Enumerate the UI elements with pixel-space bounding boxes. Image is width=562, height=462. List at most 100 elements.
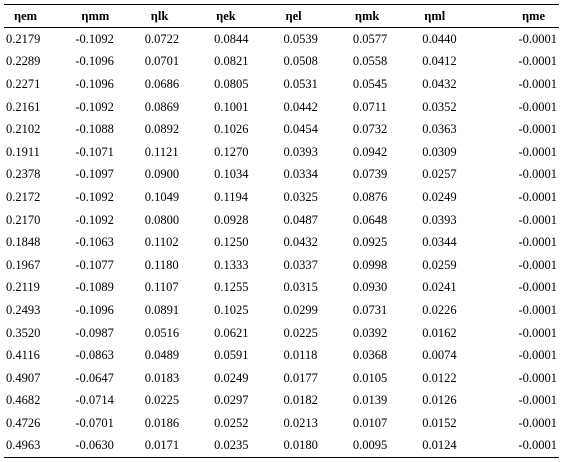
cell-eta-em: 0.4907 xyxy=(6,370,41,385)
cell-eta-lk: 0.1121 xyxy=(144,144,179,159)
cell-eta-me: -0.0001 xyxy=(518,99,557,114)
cell-eta-ml: 0.0259 xyxy=(422,257,457,272)
table-row: 0.2172 -0.1092 0.1049 0.1194 0.0325 0.0876 0.0… xyxy=(4,186,559,209)
cell-eta-mk: 0.0577 xyxy=(352,31,388,46)
cell-eta-mm: -0.0714 xyxy=(75,393,114,408)
cell-eta-ek: 0.1255 xyxy=(214,280,249,295)
cell-eta-em: 0.2271 xyxy=(6,76,41,91)
cell-eta-ml: 0.0152 xyxy=(422,415,457,430)
table-row: 0.4963 -0.0630 0.0171 0.0235 0.0180 0.0095 0.0… xyxy=(4,435,559,458)
cell-eta-el: 0.0180 xyxy=(283,438,318,453)
cell-eta-ml: 0.0241 xyxy=(422,280,457,295)
table-row: 0.2378 -0.1097 0.0900 0.1034 0.0334 0.0739 0.0… xyxy=(4,164,559,187)
cell-eta-el: 0.0508 xyxy=(283,54,318,69)
cell-eta-em: 0.2179 xyxy=(6,31,41,46)
cell-eta-lk: 0.1180 xyxy=(144,257,179,272)
cell-eta-lk: 0.0183 xyxy=(144,370,180,385)
cell-eta-el: 0.0315 xyxy=(283,280,318,295)
cell-eta-el: 0.0337 xyxy=(283,257,318,272)
cell-eta-el: 0.0325 xyxy=(283,189,318,204)
cell-eta-ek: 0.1250 xyxy=(214,235,249,250)
cell-eta-mm: -0.1071 xyxy=(75,144,114,159)
cell-eta-mk: 0.0925 xyxy=(352,235,388,250)
cell-eta-ek: 0.1194 xyxy=(214,189,249,204)
table-row: 0.2289 -0.1096 0.0701 0.0821 0.0508 0.0558 0.0… xyxy=(4,51,559,74)
cell-eta-lk: 0.1049 xyxy=(144,189,180,204)
table-row: 0.2102 -0.1088 0.0892 0.1026 0.0454 0.0732 0.0… xyxy=(4,118,559,141)
cell-eta-ml: 0.0074 xyxy=(422,348,457,363)
table-row: 0.2170 -0.1092 0.0800 0.0928 0.0487 0.0648 0.0… xyxy=(4,209,559,232)
cell-eta-ek: 0.1270 xyxy=(214,144,249,159)
cell-eta-el: 0.0213 xyxy=(283,415,318,430)
cell-eta-em: 0.2289 xyxy=(6,54,41,69)
cell-eta-lk: 0.0686 xyxy=(144,76,180,91)
cell-eta-ml: 0.0412 xyxy=(422,54,457,69)
cell-eta-lk: 0.0701 xyxy=(144,54,180,69)
cell-eta-el: 0.0454 xyxy=(283,122,318,137)
cell-eta-mm: -0.1092 xyxy=(75,212,114,227)
cell-eta-me: -0.0001 xyxy=(518,212,557,227)
cell-eta-mm: -0.1092 xyxy=(75,31,114,46)
table-row: 0.1967 -0.1077 0.1180 0.1333 0.0337 0.0998 0.0… xyxy=(4,254,559,277)
cell-eta-ek: 0.1333 xyxy=(214,257,249,272)
cell-eta-ek: 0.1034 xyxy=(214,167,249,182)
cell-eta-mk: 0.0930 xyxy=(352,280,388,295)
cell-eta-mk: 0.0545 xyxy=(352,76,388,91)
cell-eta-ek: 0.0805 xyxy=(214,76,249,91)
cell-eta-lk: 0.0171 xyxy=(144,438,180,453)
cell-eta-me: -0.0001 xyxy=(518,167,557,182)
cell-eta-me: -0.0001 xyxy=(518,302,557,317)
cell-eta-ml: 0.0122 xyxy=(422,370,457,385)
cell-eta-ml: 0.0440 xyxy=(422,31,457,46)
cell-eta-me: -0.0001 xyxy=(518,122,557,137)
cell-eta-em: 0.3520 xyxy=(6,325,41,340)
cell-eta-el: 0.0118 xyxy=(283,348,318,363)
cell-eta-em: 0.2119 xyxy=(6,280,40,295)
column-header-eta-mm: ηmm xyxy=(81,8,110,23)
table-row: 0.2119 -0.1089 0.1107 0.1255 0.0315 0.0930 0.0… xyxy=(4,277,559,300)
table-row: 0.4116 -0.0863 0.0489 0.0591 0.0118 0.0368 0.0… xyxy=(4,344,559,367)
cell-eta-mm: -0.0863 xyxy=(75,348,114,363)
column-header-eta-ek: ηek xyxy=(216,8,236,23)
cell-eta-mm: -0.1096 xyxy=(75,302,114,317)
cell-eta-mm: -0.1088 xyxy=(75,122,114,137)
table-row: 0.1911 -0.1071 0.1121 0.1270 0.0393 0.0942 0.0… xyxy=(4,141,559,164)
cell-eta-mm: -0.0647 xyxy=(75,370,114,385)
cell-eta-me: -0.0001 xyxy=(518,54,557,69)
cell-eta-el: 0.0487 xyxy=(283,212,318,227)
cell-eta-el: 0.0442 xyxy=(283,99,318,114)
cell-eta-ml: 0.0126 xyxy=(422,393,457,408)
column-header-eta-el: ηel xyxy=(285,8,302,23)
cell-eta-me: -0.0001 xyxy=(518,415,557,430)
cell-eta-mm: -0.1077 xyxy=(75,257,114,272)
cell-eta-mm: -0.0701 xyxy=(75,415,114,430)
cell-eta-mm: -0.1096 xyxy=(75,54,114,69)
cell-eta-lk: 0.0800 xyxy=(144,212,180,227)
cell-eta-me: -0.0001 xyxy=(518,144,557,159)
cell-eta-me: -0.0001 xyxy=(518,257,557,272)
cell-eta-mk: 0.0648 xyxy=(352,212,388,227)
cell-eta-el: 0.0539 xyxy=(283,31,318,46)
cell-eta-mk: 0.0558 xyxy=(352,54,388,69)
table-row: 0.1848 -0.1063 0.1102 0.1250 0.0432 0.0925 0.0… xyxy=(4,231,559,254)
cell-eta-ml: 0.0162 xyxy=(422,325,457,340)
cell-eta-me: -0.0001 xyxy=(518,31,557,46)
cell-eta-el: 0.0531 xyxy=(283,76,318,91)
table-header: ηem ηmm ηlk ηek ηel ηmk ηml ηme xyxy=(4,4,559,28)
cell-eta-lk: 0.0900 xyxy=(144,167,180,182)
cell-eta-ml: 0.0249 xyxy=(422,189,457,204)
cell-eta-lk: 0.0516 xyxy=(144,325,180,340)
cell-eta-em: 0.4116 xyxy=(6,348,40,363)
cell-eta-mm: -0.1089 xyxy=(75,280,114,295)
cell-eta-em: 0.1967 xyxy=(6,257,41,272)
table-body: 0.2179 -0.1092 0.0722 0.0844 0.0539 0.0577 0.0… xyxy=(4,28,559,458)
cell-eta-ml: 0.0257 xyxy=(422,167,457,182)
cell-eta-mm: -0.1097 xyxy=(75,167,114,182)
cell-eta-el: 0.0225 xyxy=(283,325,318,340)
cell-eta-em: 0.2172 xyxy=(6,189,41,204)
cell-eta-ek: 0.0249 xyxy=(214,370,249,385)
cell-eta-ek: 0.0252 xyxy=(214,415,249,430)
cell-eta-el: 0.0299 xyxy=(283,302,318,317)
cell-eta-em: 0.2378 xyxy=(6,167,41,182)
cell-eta-lk: 0.0891 xyxy=(144,302,180,317)
